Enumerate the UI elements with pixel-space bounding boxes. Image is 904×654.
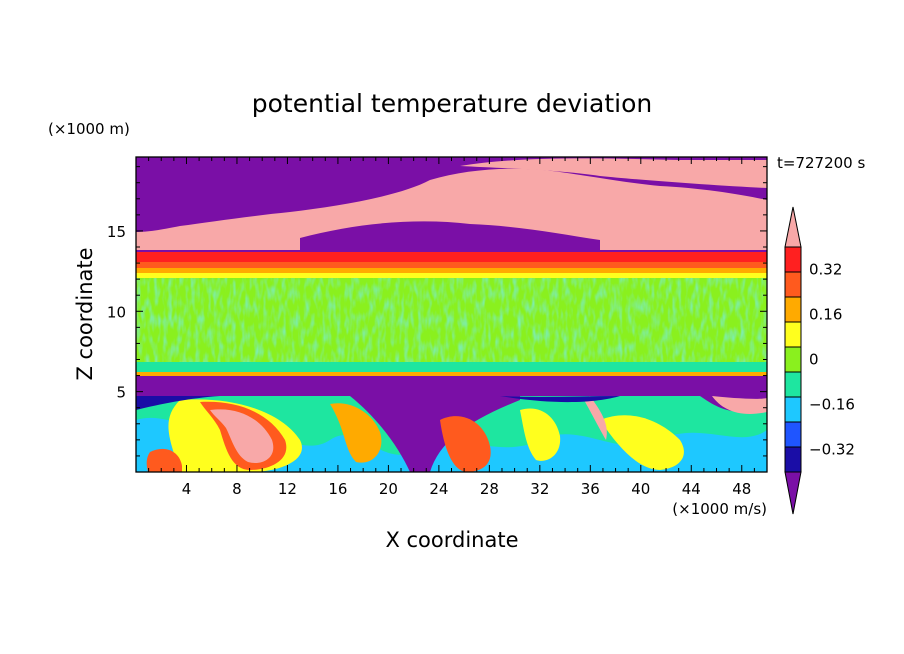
x-tick-label: 32 (530, 480, 549, 498)
time-label: t=727200 s (777, 154, 865, 172)
layer-top-pink-upper (460, 158, 767, 188)
colorbar-swatch (784, 321, 802, 348)
x-tick-label: 48 (732, 480, 751, 498)
x-axis: 4 8 12 16 20 24 28 32 36 40 44 48 (148, 157, 755, 498)
y-tick-label: 15 (107, 223, 126, 241)
x-tick-label: 16 (328, 480, 347, 498)
colorbar-swatch (784, 421, 802, 448)
colorbar-tick-label: −0.16 (809, 396, 855, 414)
y-axis-label: Z coordinate (73, 247, 97, 380)
colorbar-extend-bottom (784, 471, 802, 515)
y-tick-label: 5 (116, 384, 126, 402)
y-tick-label: 10 (107, 303, 126, 321)
x-tick-label: 40 (631, 480, 650, 498)
colorbar: 0.32 0.16 0 −0.16 −0.32 (784, 206, 855, 515)
x-tick-label: 8 (232, 480, 242, 498)
colorbar-swatch (784, 246, 802, 273)
colorbar-swatch (784, 271, 802, 298)
x-unit-label: (×1000 m/s) (672, 500, 767, 518)
colorbar-swatch (784, 396, 802, 423)
layer-lower-negative (136, 376, 767, 396)
colorbar-tick-label: −0.32 (809, 441, 855, 459)
x-tick-label: 44 (682, 480, 701, 498)
x-tick-label: 28 (480, 480, 499, 498)
colorbar-tick-label: 0.16 (809, 306, 842, 324)
y-axis: 5 10 15 (107, 166, 767, 457)
x-tick-label: 12 (278, 480, 297, 498)
colorbar-tick-label: 0 (809, 351, 819, 369)
x-tick-label: 36 (581, 480, 600, 498)
plot-area (136, 157, 767, 472)
layer-top-pink (136, 168, 767, 250)
x-tick-label: 4 (182, 480, 192, 498)
colorbar-extend-top (784, 206, 802, 248)
x-tick-label: 24 (429, 480, 448, 498)
colorbar-swatch (784, 296, 802, 323)
x-tick-label: 20 (379, 480, 398, 498)
colorbar-swatch (784, 446, 802, 473)
x-axis-label: X coordinate (385, 528, 518, 552)
colorbar-swatch (784, 346, 802, 373)
colorbar-tick-label: 0.32 (809, 261, 842, 279)
colorbar-swatch (784, 371, 802, 398)
chart-title: potential temperature deviation (252, 89, 652, 118)
layer-red (136, 252, 767, 264)
y-unit-label: (×1000 m) (48, 120, 130, 138)
